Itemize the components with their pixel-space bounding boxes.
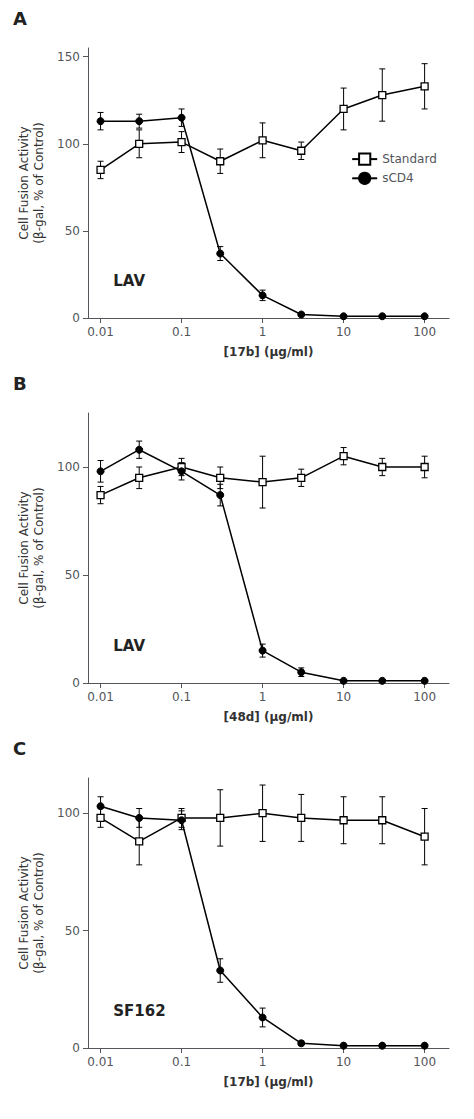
svg-text:sCD4: sCD4 <box>382 171 414 185</box>
svg-text:Cell Fusion Activity: Cell Fusion Activity <box>17 856 31 969</box>
svg-text:0.01: 0.01 <box>87 325 114 339</box>
svg-text:LAV: LAV <box>113 637 145 655</box>
svg-text:100: 100 <box>57 806 80 820</box>
svg-text:[17b] (μg/ml): [17b] (μg/ml) <box>224 345 314 359</box>
svg-text:100: 100 <box>413 1055 436 1069</box>
svg-text:A: A <box>13 8 27 29</box>
svg-text:1: 1 <box>259 1055 267 1069</box>
svg-text:0: 0 <box>72 676 80 690</box>
svg-text:0.1: 0.1 <box>172 325 191 339</box>
svg-text:0: 0 <box>72 311 80 325</box>
svg-text:0: 0 <box>72 1041 80 1055</box>
svg-text:C: C <box>13 738 26 759</box>
svg-text:0.01: 0.01 <box>87 1055 114 1069</box>
svg-text:100: 100 <box>57 460 80 474</box>
svg-text:Standard: Standard <box>382 152 437 166</box>
svg-text:50: 50 <box>65 568 80 582</box>
svg-text:[17b] (μg/ml): [17b] (μg/ml) <box>224 1075 314 1089</box>
svg-text:10: 10 <box>336 1055 351 1069</box>
svg-text:150: 150 <box>57 50 80 64</box>
svg-text:SF162: SF162 <box>113 1002 165 1020</box>
svg-text:Cell Fusion Activity: Cell Fusion Activity <box>17 126 31 239</box>
svg-text:0.01: 0.01 <box>87 690 114 704</box>
svg-text:50: 50 <box>65 224 80 238</box>
svg-text:(β-gal, % of Control): (β-gal, % of Control) <box>32 487 46 608</box>
svg-text:Cell Fusion Activity: Cell Fusion Activity <box>17 491 31 604</box>
svg-text:LAV: LAV <box>113 272 145 290</box>
svg-text:0.1: 0.1 <box>172 1055 191 1069</box>
svg-text:(β-gal, % of Control): (β-gal, % of Control) <box>32 122 46 243</box>
svg-text:0.1: 0.1 <box>172 690 191 704</box>
svg-text:1: 1 <box>259 325 267 339</box>
svg-text:100: 100 <box>413 690 436 704</box>
svg-text:10: 10 <box>336 325 351 339</box>
svg-text:100: 100 <box>57 137 80 151</box>
svg-text:(β-gal, % of Control): (β-gal, % of Control) <box>32 852 46 973</box>
svg-text:50: 50 <box>65 924 80 938</box>
svg-text:1: 1 <box>259 690 267 704</box>
svg-text:100: 100 <box>413 325 436 339</box>
svg-text:[48d] (μg/ml): [48d] (μg/ml) <box>224 710 314 724</box>
svg-text:10: 10 <box>336 690 351 704</box>
svg-text:B: B <box>13 373 27 394</box>
